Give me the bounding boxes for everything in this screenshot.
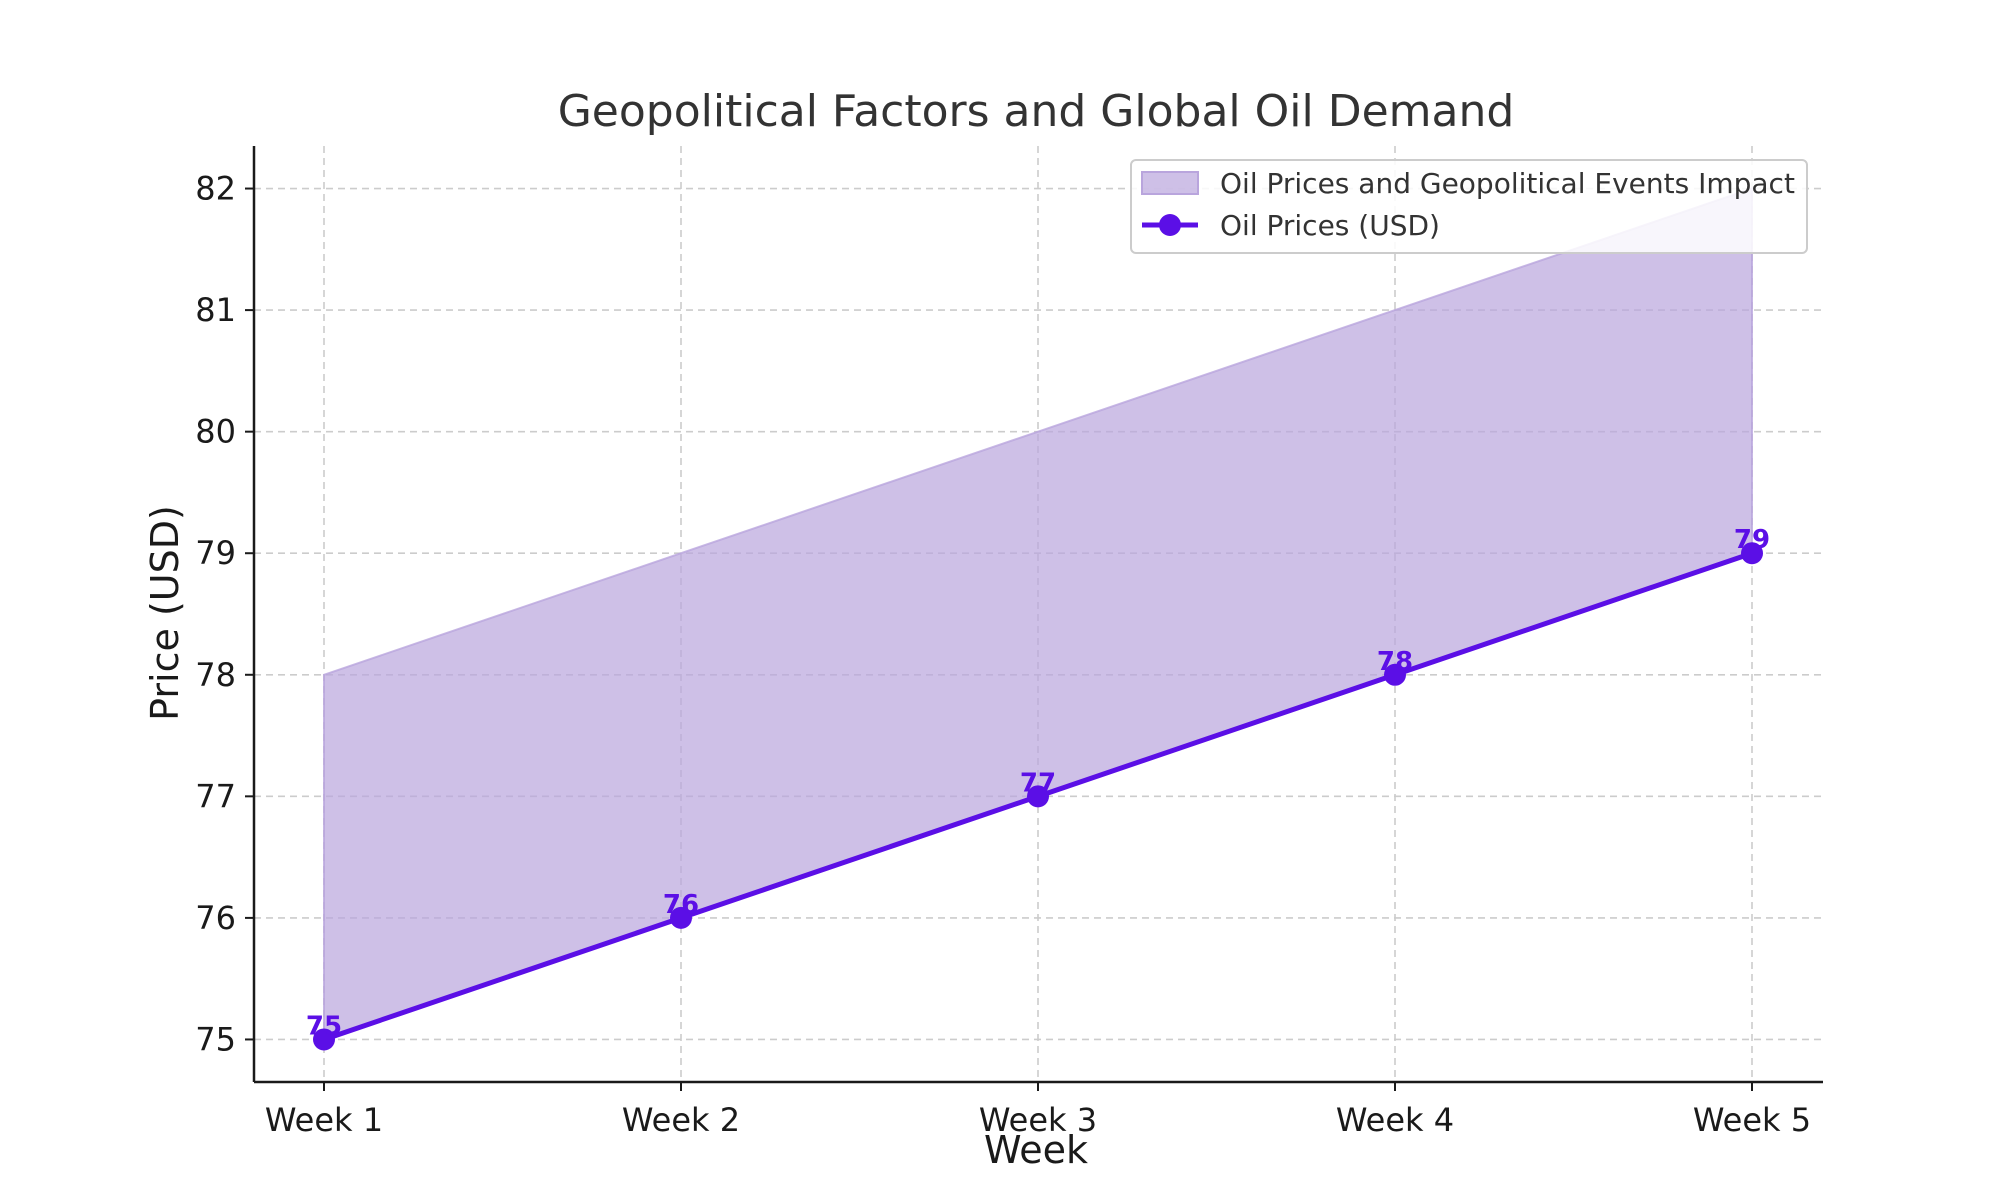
legend-line-label: Oil Prices (USD) [1220,209,1440,242]
y-tick-label: 78 [195,656,236,694]
legend-line-marker [1159,214,1181,236]
price-points-layer [313,542,1763,1051]
data-labels-layer: 75 76 77 78 79 [306,525,1770,1041]
legend-box [1130,159,1808,254]
chart-title: Geopolitical Factors and Global Oil Dema… [558,86,1515,137]
y-tick-label: 81 [195,291,236,329]
x-tick-label: Week 1 [265,1101,383,1139]
price-point [1027,785,1049,808]
data-label: 78 [1377,647,1413,677]
x-axis-label: Week [984,1128,1088,1172]
x-tick-label: Week 2 [622,1101,740,1139]
y-tick-label: 77 [195,777,236,815]
data-label: 76 [663,890,699,920]
y-tick-label: 75 [195,1020,236,1058]
legend: Oil Prices and Geopolitical Events Impac… [1130,159,1808,254]
data-label: 77 [1020,768,1056,798]
y-axis-label: Price (USD) [143,505,187,721]
y-tick-label: 79 [195,534,236,572]
x-tick-label: Week 4 [1336,1101,1454,1139]
legend-band-swatch [1141,171,1199,195]
price-point [670,906,692,929]
legend-band-label: Oil Prices and Geopolitical Events Impac… [1220,167,1795,200]
data-label: 75 [306,1011,342,1041]
axes [245,146,1823,1091]
y-tick-label: 80 [195,413,236,451]
x-tick-label: Week 5 [1693,1101,1811,1139]
y-tick-label: 76 [195,899,236,937]
y-tick-label: 82 [195,170,236,208]
tick-labels: 75 76 77 78 79 80 81 82 Week 1 Week 2 Week 3 Week 4… [195,170,1811,1139]
data-label: 79 [1734,525,1770,555]
price-point [313,1028,335,1051]
price-point [1384,663,1406,686]
price-point [1741,542,1763,565]
x-tick-label: Week 3 [979,1101,1097,1139]
